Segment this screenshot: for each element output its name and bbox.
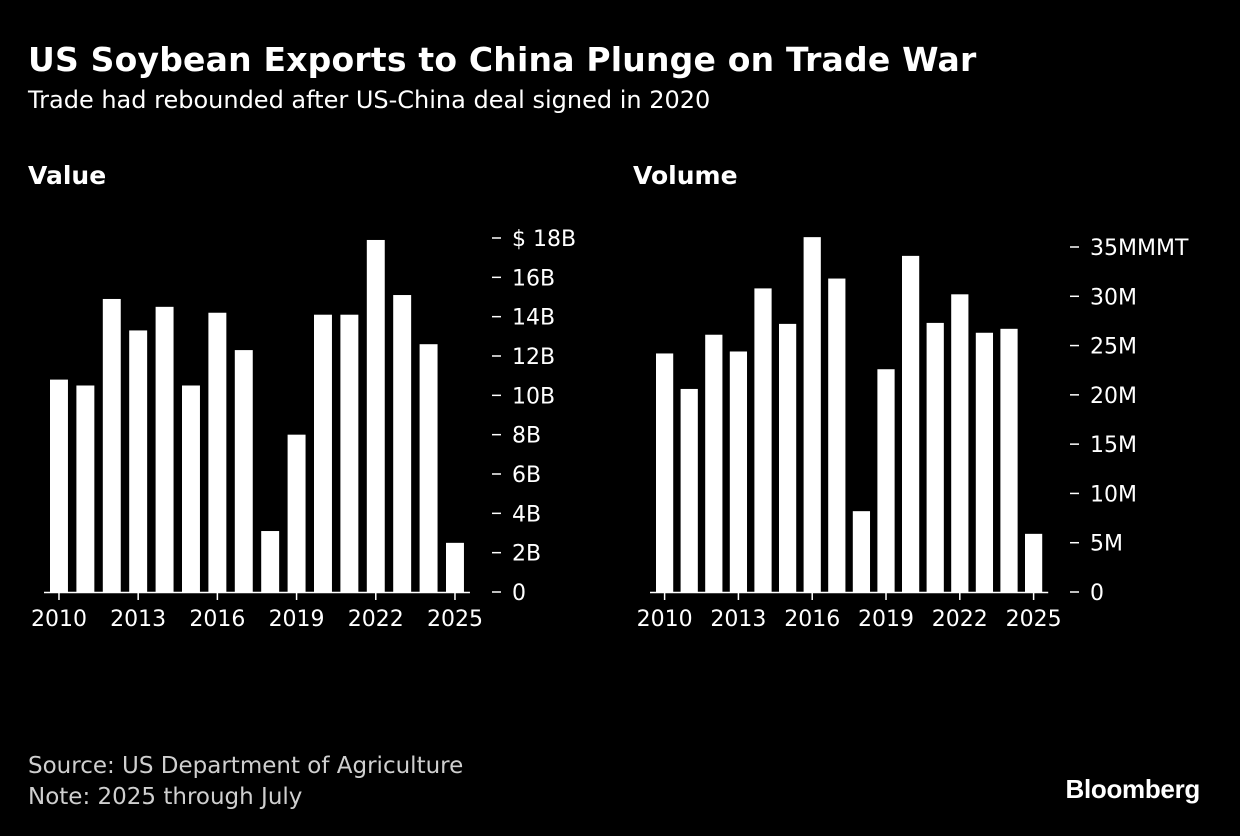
volume-bar-2014 bbox=[754, 288, 772, 592]
value-xtick-label: 2025 bbox=[427, 607, 483, 632]
volume-bar-2013 bbox=[729, 351, 748, 592]
value-bar-2020 bbox=[314, 314, 332, 592]
volume-ytick-label: 35MMMT bbox=[1090, 236, 1189, 261]
value-xtick-label: 2010 bbox=[31, 607, 87, 632]
volume-xtick-label: 2013 bbox=[710, 607, 766, 632]
volume-bar-chart: 0 5M 10M 15M 20M 25M 30M 35MMMT 2010 2013 2016 2019… bbox=[637, 236, 1189, 632]
chart-title: US Soybean Exports to China Plunge on Tr… bbox=[28, 40, 977, 79]
value-ytick-label: 2B bbox=[512, 542, 541, 567]
bloomberg-logo: Bloomberg bbox=[1065, 774, 1200, 804]
volume-bar-2022 bbox=[951, 294, 969, 592]
volume-xtick-label: 2022 bbox=[932, 607, 988, 632]
value-bar-2022 bbox=[366, 239, 385, 592]
volume-bar-2025 bbox=[1025, 533, 1043, 592]
chart-subtitle: Trade had rebounded after US-China deal … bbox=[28, 86, 711, 114]
value-ytick-label: 16B bbox=[512, 266, 555, 291]
volume-xtick-label: 2010 bbox=[637, 607, 693, 632]
volume-ytick-label: 20M bbox=[1090, 384, 1137, 409]
value-ytick-label: 12B bbox=[512, 345, 555, 370]
value-bar-2012 bbox=[102, 298, 121, 592]
volume-ytick-label: 25M bbox=[1090, 335, 1137, 360]
chart-footer: Source: US Department of Agriculture Not… bbox=[28, 751, 463, 813]
value-xtick-label: 2013 bbox=[110, 607, 166, 632]
value-xtick-label: 2022 bbox=[348, 607, 404, 632]
value-bar-2021 bbox=[340, 314, 359, 592]
volume-bar-2017 bbox=[828, 278, 846, 592]
value-bar-2025 bbox=[446, 542, 464, 592]
volume-bar-2015 bbox=[779, 323, 797, 592]
volume-bar-2019 bbox=[877, 369, 895, 592]
volume-ytick-label: 0 bbox=[1090, 581, 1104, 606]
value-bar-2014 bbox=[155, 306, 174, 592]
value-bar-2018 bbox=[261, 531, 280, 592]
value-ytick-label: 0 bbox=[512, 581, 526, 606]
volume-xtick-label: 2025 bbox=[1006, 607, 1062, 632]
volume-bar-2011 bbox=[680, 388, 698, 592]
value-ytick-label: $ 18B bbox=[512, 227, 576, 252]
volume-bar-2012 bbox=[705, 334, 723, 592]
value-bar-2017 bbox=[234, 350, 253, 592]
volume-bar-2020 bbox=[902, 255, 920, 592]
value-bar-chart: 0 2B 4B 6B 8B 10B 12B 14B 16B $ 18B 2010 2013 2016 20… bbox=[31, 227, 576, 632]
volume-ytick-label: 5M bbox=[1090, 532, 1123, 557]
volume-bar-2018 bbox=[852, 511, 871, 592]
value-bar-2016 bbox=[208, 312, 227, 592]
volume-xtick-label: 2019 bbox=[858, 607, 914, 632]
volume-bar-2021 bbox=[926, 322, 944, 592]
value-ytick-label: 8B bbox=[512, 424, 541, 449]
volume-bar-2016 bbox=[803, 237, 821, 592]
volume-xtick-label: 2016 bbox=[784, 607, 840, 632]
value-ytick-label: 10B bbox=[512, 384, 555, 409]
value-bar-2013 bbox=[129, 330, 148, 592]
value-bar-2019 bbox=[287, 434, 306, 592]
volume-ytick-label: 10M bbox=[1090, 482, 1137, 507]
value-bar-2023 bbox=[393, 295, 412, 592]
value-xtick-label: 2019 bbox=[269, 607, 325, 632]
value-bar-2015 bbox=[182, 385, 200, 592]
value-ytick-label: 4B bbox=[512, 502, 541, 527]
value-ytick-label: 6B bbox=[512, 463, 541, 488]
volume-panel-title: Volume bbox=[633, 161, 738, 190]
source-note: Source: US Department of Agriculture bbox=[28, 753, 464, 779]
volume-ytick-label: 30M bbox=[1090, 285, 1137, 310]
value-bar-2024 bbox=[419, 344, 438, 592]
value-ytick-label: 14B bbox=[512, 306, 555, 331]
volume-bar-2024 bbox=[1000, 328, 1018, 592]
volume-ytick-label: 15M bbox=[1090, 433, 1137, 458]
value-bar-2011 bbox=[76, 385, 95, 592]
value-panel-title: Value bbox=[28, 161, 107, 190]
value-bar-2010 bbox=[50, 379, 68, 592]
data-note: Note: 2025 through July bbox=[28, 784, 303, 810]
volume-bar-2023 bbox=[975, 332, 994, 592]
value-xtick-label: 2016 bbox=[189, 607, 245, 632]
volume-bar-2010 bbox=[656, 353, 674, 592]
